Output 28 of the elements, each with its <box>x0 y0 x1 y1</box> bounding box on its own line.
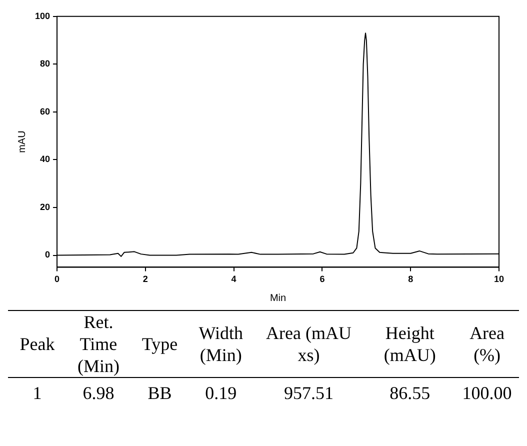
text: Area (%) <box>468 322 506 367</box>
text: Width (Min) <box>198 322 244 367</box>
text: 1 <box>32 382 43 405</box>
text: BB <box>146 382 173 405</box>
x-tick-label: 0 <box>54 274 60 284</box>
y-axis-title: mAU <box>16 130 28 153</box>
text: 957.51 <box>282 382 334 405</box>
y-tick-label: 60 <box>40 106 50 116</box>
text: 6.98 <box>82 382 116 405</box>
text: Ret. Time (Min) <box>76 311 120 378</box>
text: Height (mAU) <box>382 322 437 367</box>
x-tick-label: 10 <box>494 274 504 284</box>
y-tick-label: 40 <box>40 154 50 164</box>
y-tick-label: 20 <box>40 202 50 212</box>
y-tick-label: 0 <box>45 250 50 260</box>
x-tick-label: 6 <box>320 274 325 284</box>
x-tick-label: 4 <box>231 274 236 284</box>
text: Peak <box>18 333 56 356</box>
x-tick-label: 2 <box>142 274 148 284</box>
text: Area (mAU xs) <box>265 322 352 367</box>
text: 0.19 <box>204 382 238 405</box>
x-tick-label: 8 <box>408 274 414 284</box>
y-tick-label: 100 <box>34 10 50 21</box>
text: 86.55 <box>388 382 432 405</box>
y-tick-label: 80 <box>40 58 50 69</box>
x-axis-title: Min <box>270 292 286 304</box>
text: Type <box>140 333 179 356</box>
text: 100.00 <box>461 382 513 405</box>
